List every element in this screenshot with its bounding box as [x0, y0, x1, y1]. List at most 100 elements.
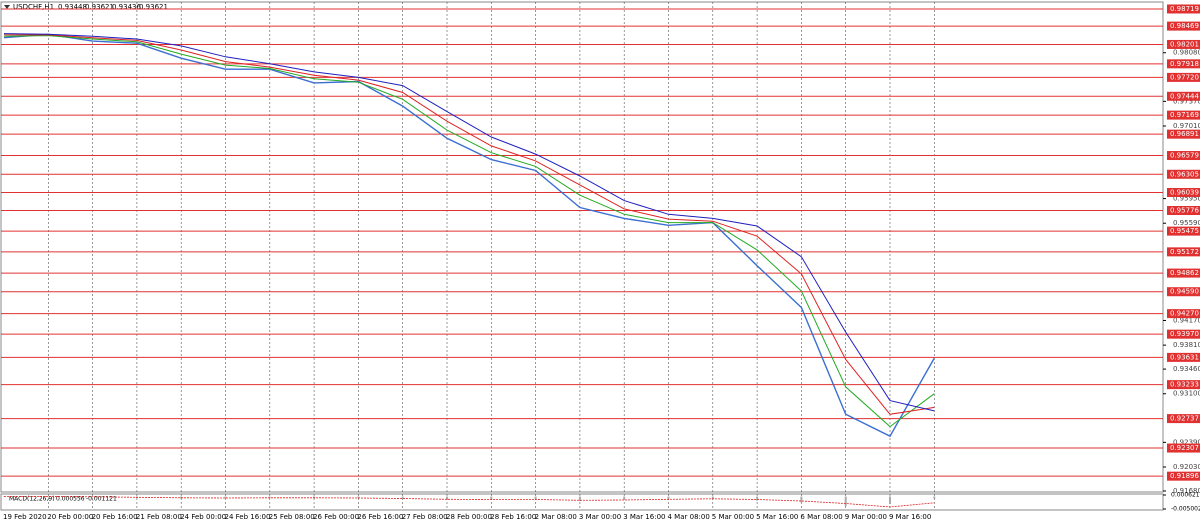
y-tick-label: 0.98080	[1173, 49, 1200, 57]
level-label: 0.96579	[1170, 152, 1199, 160]
macd-title: MACD(12,26,9)	[9, 496, 55, 503]
level-label: 0.94862	[1170, 269, 1199, 277]
macd-panel	[0, 493, 1164, 511]
level-label: 0.93631	[1170, 353, 1199, 361]
macd-bar	[357, 496, 360, 499]
level-label: 0.98201	[1170, 40, 1199, 48]
x-tick-label: 3 Mar 16:00	[623, 513, 665, 521]
x-tick-label: 28 Feb 16:00	[490, 513, 536, 521]
level-label: 0.95776	[1170, 207, 1199, 215]
macd-bar	[534, 496, 537, 500]
level-tag	[1167, 309, 1200, 319]
y-tick-label: 0.92390	[1173, 438, 1200, 446]
level-tag	[1167, 21, 1200, 31]
macd-bar	[268, 496, 271, 498]
macd-bar	[446, 496, 448, 501]
macd-tick-label: -0.005002	[1171, 506, 1200, 513]
macd-readout: -0.001121	[86, 496, 117, 503]
chart-title: USDCHF,H1	[13, 3, 54, 11]
x-tick-label: 27 Feb 08:00	[402, 513, 448, 521]
level-label: 0.97720	[1170, 73, 1199, 81]
x-tick-label: 21 Feb 08:00	[136, 513, 182, 521]
price-line	[3, 33, 935, 438]
level-tag	[1167, 187, 1200, 197]
level-tag	[1167, 206, 1200, 216]
level-tag	[1167, 151, 1200, 161]
x-tick-label: 3 Mar 00:00	[579, 513, 621, 521]
x-tick-label: 20 Feb 00:00	[47, 513, 93, 521]
level-label: 0.94590	[1170, 288, 1199, 296]
level-tag	[1167, 226, 1200, 236]
macd-bar	[800, 496, 803, 503]
y-tick-label: 0.93460	[1173, 365, 1200, 373]
y-tick-label: 0.93810	[1173, 341, 1200, 349]
macd-readout: 0.000556	[56, 496, 85, 503]
macd-bar	[313, 496, 316, 498]
x-tick-label: 5 Mar 16:00	[756, 513, 798, 521]
level-tag	[1167, 169, 1200, 179]
y-tick-label: 0.95950	[1173, 195, 1200, 203]
level-label: 0.95172	[1170, 248, 1199, 256]
macd-bar	[711, 496, 714, 499]
x-tick-label: 6 Mar 08:00	[800, 513, 842, 521]
level-label: 0.96039	[1170, 188, 1199, 196]
macd-bar	[667, 496, 670, 499]
ohlc-value: 0.93448	[58, 3, 87, 11]
level-tag	[1167, 247, 1200, 257]
level-tag	[1167, 129, 1200, 139]
level-label: 0.98719	[1170, 5, 1199, 13]
level-label: 0.97918	[1170, 60, 1199, 68]
level-tag	[1167, 414, 1200, 424]
level-tag	[1167, 287, 1200, 297]
level-label: 0.91896	[1170, 472, 1199, 480]
macd-bar	[224, 496, 227, 499]
x-tick-label: 24 Feb 16:00	[225, 513, 271, 521]
y-tick-label: 0.97370	[1173, 97, 1200, 105]
main-panel	[0, 1, 1164, 493]
macd-signal	[4, 496, 935, 508]
y-tick-label: 0.91680	[1173, 487, 1200, 495]
x-tick-label: 24 Feb 00:00	[180, 513, 226, 521]
level-tag	[1167, 4, 1200, 14]
level-tag	[1167, 443, 1200, 453]
level-label: 0.92737	[1170, 415, 1199, 423]
macd-bar	[933, 496, 936, 499]
level-tag	[1167, 471, 1200, 481]
y-tick-label: 0.97010	[1173, 122, 1200, 130]
x-tick-label: 4 Mar 08:00	[668, 513, 710, 521]
macd-bar	[844, 496, 847, 507]
macd-bar	[889, 496, 891, 505]
level-tag	[1167, 380, 1200, 390]
level-tag	[1167, 39, 1200, 49]
level-label: 0.95475	[1170, 227, 1199, 235]
x-tick-label: 20 Feb 16:00	[92, 513, 138, 521]
x-tick-label: 26 Feb 00:00	[313, 513, 359, 521]
menu-icon[interactable]	[4, 5, 10, 9]
macd-bar	[47, 496, 50, 497]
x-tick-label: 19 Feb 2020	[3, 513, 47, 521]
level-label: 0.97169	[1170, 111, 1199, 119]
level-label: 0.93970	[1170, 330, 1199, 338]
level-tag	[1167, 59, 1200, 69]
x-tick-label: 9 Mar 00:00	[845, 513, 887, 521]
macd-bar	[401, 496, 404, 500]
macd-bar	[490, 496, 493, 500]
y-tick-label: 0.94170	[1173, 316, 1200, 324]
level-tag	[1167, 268, 1200, 278]
level-label: 0.93233	[1170, 381, 1199, 389]
level-label: 0.92307	[1170, 444, 1199, 452]
macd-bar	[578, 496, 581, 502]
x-tick-label: 9 Mar 16:00	[889, 513, 931, 521]
level-label: 0.97444	[1170, 92, 1199, 100]
moving-average	[3, 35, 935, 428]
x-tick-label: 25 Feb 08:00	[269, 513, 315, 521]
y-tick-label: 0.92030	[1173, 463, 1200, 471]
macd-bar	[756, 496, 759, 501]
moving-average	[4, 34, 935, 415]
ohlc-value: 0.93621	[85, 3, 114, 11]
level-tag	[1167, 110, 1200, 120]
level-tag	[1167, 91, 1200, 101]
x-tick-label: 2 Mar 08:00	[535, 513, 577, 521]
ohlc-value: 0.93436	[112, 3, 141, 11]
x-tick-label: 26 Feb 16:00	[357, 513, 403, 521]
